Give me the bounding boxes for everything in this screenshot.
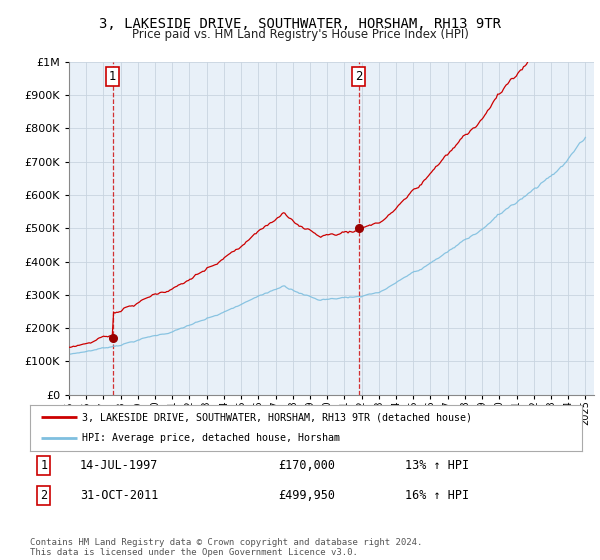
Text: £170,000: £170,000 [278, 459, 335, 472]
Text: 1: 1 [109, 70, 116, 83]
Text: 3, LAKESIDE DRIVE, SOUTHWATER, HORSHAM, RH13 9TR: 3, LAKESIDE DRIVE, SOUTHWATER, HORSHAM, … [99, 17, 501, 31]
Text: 2: 2 [355, 70, 362, 83]
Text: 1: 1 [40, 459, 47, 472]
Text: Price paid vs. HM Land Registry's House Price Index (HPI): Price paid vs. HM Land Registry's House … [131, 28, 469, 41]
Text: 16% ↑ HPI: 16% ↑ HPI [406, 488, 469, 502]
Text: 14-JUL-1997: 14-JUL-1997 [80, 459, 158, 472]
Text: 2: 2 [40, 488, 47, 502]
Text: £499,950: £499,950 [278, 488, 335, 502]
Text: HPI: Average price, detached house, Horsham: HPI: Average price, detached house, Hors… [82, 433, 340, 444]
Text: 13% ↑ HPI: 13% ↑ HPI [406, 459, 469, 472]
Text: 31-OCT-2011: 31-OCT-2011 [80, 488, 158, 502]
Text: 3, LAKESIDE DRIVE, SOUTHWATER, HORSHAM, RH13 9TR (detached house): 3, LAKESIDE DRIVE, SOUTHWATER, HORSHAM, … [82, 412, 472, 422]
Text: Contains HM Land Registry data © Crown copyright and database right 2024.
This d: Contains HM Land Registry data © Crown c… [30, 538, 422, 557]
